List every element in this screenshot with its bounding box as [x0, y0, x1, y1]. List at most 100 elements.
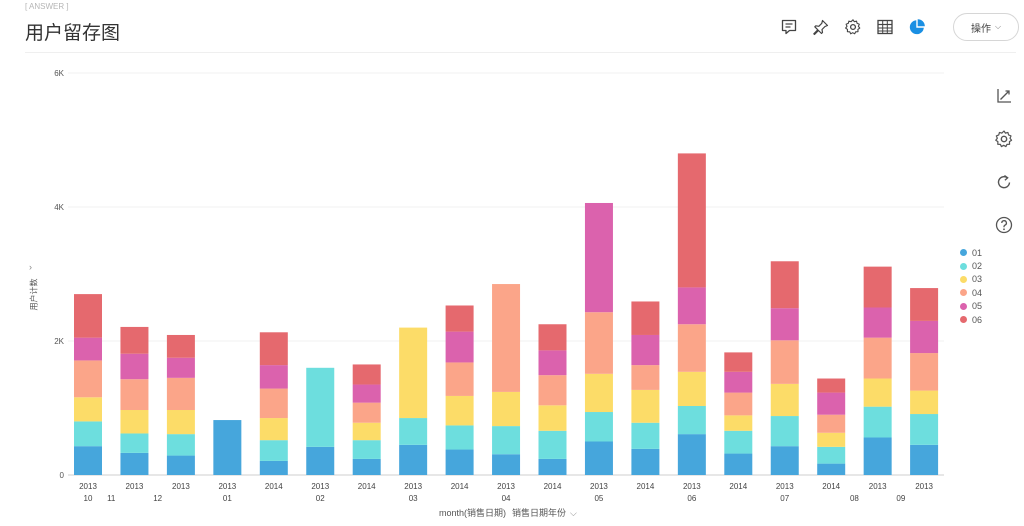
bar-segment-01[interactable] [492, 454, 521, 475]
bar-segment-05[interactable] [677, 287, 706, 325]
legend-item[interactable]: 04 [960, 286, 982, 299]
bar-segment-05[interactable] [631, 334, 660, 366]
bar-segment-03[interactable] [584, 373, 613, 413]
bar-segment-03[interactable] [863, 378, 892, 407]
bar-segment-01[interactable] [259, 460, 288, 475]
bar-segment-06[interactable] [445, 305, 474, 332]
bar-segment-02[interactable] [259, 440, 288, 461]
y-axis-expand-icon[interactable]: › [29, 262, 32, 272]
x-axis-chevron-icon[interactable]: ⌵ [570, 508, 577, 518]
bar-segment-02[interactable] [631, 422, 660, 449]
bar-segment-04[interactable] [584, 312, 613, 374]
bar-segment-06[interactable] [352, 364, 381, 385]
bar-segment-06[interactable] [770, 261, 799, 309]
bar-segment-06[interactable] [817, 378, 846, 393]
bar-segment-02[interactable] [863, 406, 892, 438]
bar-segment-01[interactable] [677, 434, 706, 475]
table-view-icon[interactable] [869, 12, 901, 42]
bar-segment-02[interactable] [538, 430, 567, 459]
bar-segment-02[interactable] [677, 405, 706, 435]
bar-segment-02[interactable] [306, 367, 335, 447]
bar-segment-02[interactable] [770, 416, 799, 447]
help-icon[interactable] [988, 209, 1020, 241]
bar-segment-01[interactable] [538, 458, 567, 475]
bar-segment-03[interactable] [631, 389, 660, 423]
bar-segment-01[interactable] [120, 452, 149, 475]
bar-segment-04[interactable] [74, 360, 102, 398]
bar-segment-01[interactable] [631, 448, 660, 475]
bar-segment-02[interactable] [724, 430, 753, 454]
bar-segment-01[interactable] [306, 446, 335, 475]
bar-segment-06[interactable] [631, 301, 660, 335]
bar-segment-05[interactable] [724, 371, 753, 393]
bar-segment-06[interactable] [677, 153, 706, 288]
bar-segment-01[interactable] [724, 453, 753, 475]
bar-segment-02[interactable] [445, 425, 474, 450]
bar-segment-03[interactable] [120, 410, 149, 434]
bar-segment-06[interactable] [259, 332, 288, 366]
bar-segment-03[interactable] [259, 418, 288, 441]
bar-segment-01[interactable] [166, 455, 195, 475]
legend-item[interactable]: 05 [960, 300, 982, 313]
bar-segment-03[interactable] [399, 327, 428, 419]
bar-segment-04[interactable] [770, 340, 799, 384]
bar-segment-01[interactable] [399, 444, 428, 475]
bar-segment-03[interactable] [770, 383, 799, 417]
bar-segment-02[interactable] [166, 434, 195, 456]
bar-segment-06[interactable] [166, 334, 195, 358]
bar-segment-02[interactable] [492, 426, 521, 455]
bar-segment-01[interactable] [910, 444, 939, 475]
legend-item[interactable]: 01 [960, 246, 982, 259]
bar-segment-05[interactable] [770, 308, 799, 341]
bar-segment-05[interactable] [120, 353, 149, 380]
bar-segment-03[interactable] [817, 432, 846, 447]
bar-segment-02[interactable] [817, 446, 846, 464]
bar-segment-03[interactable] [910, 390, 939, 415]
comment-icon[interactable] [773, 12, 805, 42]
legend-item[interactable]: 06 [960, 313, 982, 326]
bar-segment-03[interactable] [677, 371, 706, 406]
bar-segment-04[interactable] [863, 337, 892, 379]
pin-icon[interactable] [805, 12, 837, 42]
bar-segment-02[interactable] [74, 421, 102, 447]
bar-segment-03[interactable] [166, 410, 195, 435]
bar-segment-04[interactable] [910, 353, 939, 391]
bar-segment-01[interactable] [352, 458, 381, 475]
pie-chart-icon[interactable] [901, 12, 933, 42]
bar-segment-04[interactable] [724, 392, 753, 416]
bar-segment-05[interactable] [910, 320, 939, 354]
bar-segment-04[interactable] [166, 377, 195, 411]
bar-segment-01[interactable] [584, 441, 613, 476]
bar-segment-05[interactable] [538, 350, 567, 376]
bar-segment-02[interactable] [399, 418, 428, 445]
bar-segment-04[interactable] [445, 362, 474, 396]
bar-segment-05[interactable] [74, 337, 102, 361]
operate-dropdown-button[interactable]: 操作 ⌵ [953, 13, 1019, 41]
bar-segment-04[interactable] [352, 402, 381, 423]
bar-segment-01[interactable] [863, 437, 892, 475]
bar-segment-06[interactable] [910, 288, 939, 321]
bar-segment-03[interactable] [492, 391, 521, 427]
bar-segment-05[interactable] [352, 384, 381, 403]
bar-segment-06[interactable] [120, 326, 149, 354]
bar-segment-06[interactable] [74, 294, 102, 338]
bar-segment-04[interactable] [538, 375, 567, 406]
bar-segment-05[interactable] [817, 392, 846, 415]
bar-segment-03[interactable] [724, 415, 753, 431]
bar-segment-05[interactable] [584, 202, 613, 313]
bar-segment-03[interactable] [74, 397, 102, 422]
bar-segment-01[interactable] [770, 446, 799, 475]
refresh-icon[interactable] [988, 166, 1020, 198]
bar-segment-06[interactable] [538, 324, 567, 351]
bar-segment-04[interactable] [492, 284, 521, 392]
bar-segment-01[interactable] [213, 420, 242, 475]
gear-icon[interactable] [988, 123, 1020, 155]
bar-segment-03[interactable] [445, 395, 474, 426]
bar-segment-01[interactable] [74, 446, 102, 475]
bar-segment-05[interactable] [445, 331, 474, 363]
bar-segment-05[interactable] [259, 365, 288, 389]
bar-segment-06[interactable] [724, 352, 753, 372]
legend-item[interactable]: 02 [960, 259, 982, 272]
bar-segment-04[interactable] [631, 365, 660, 390]
bar-segment-02[interactable] [352, 440, 381, 459]
